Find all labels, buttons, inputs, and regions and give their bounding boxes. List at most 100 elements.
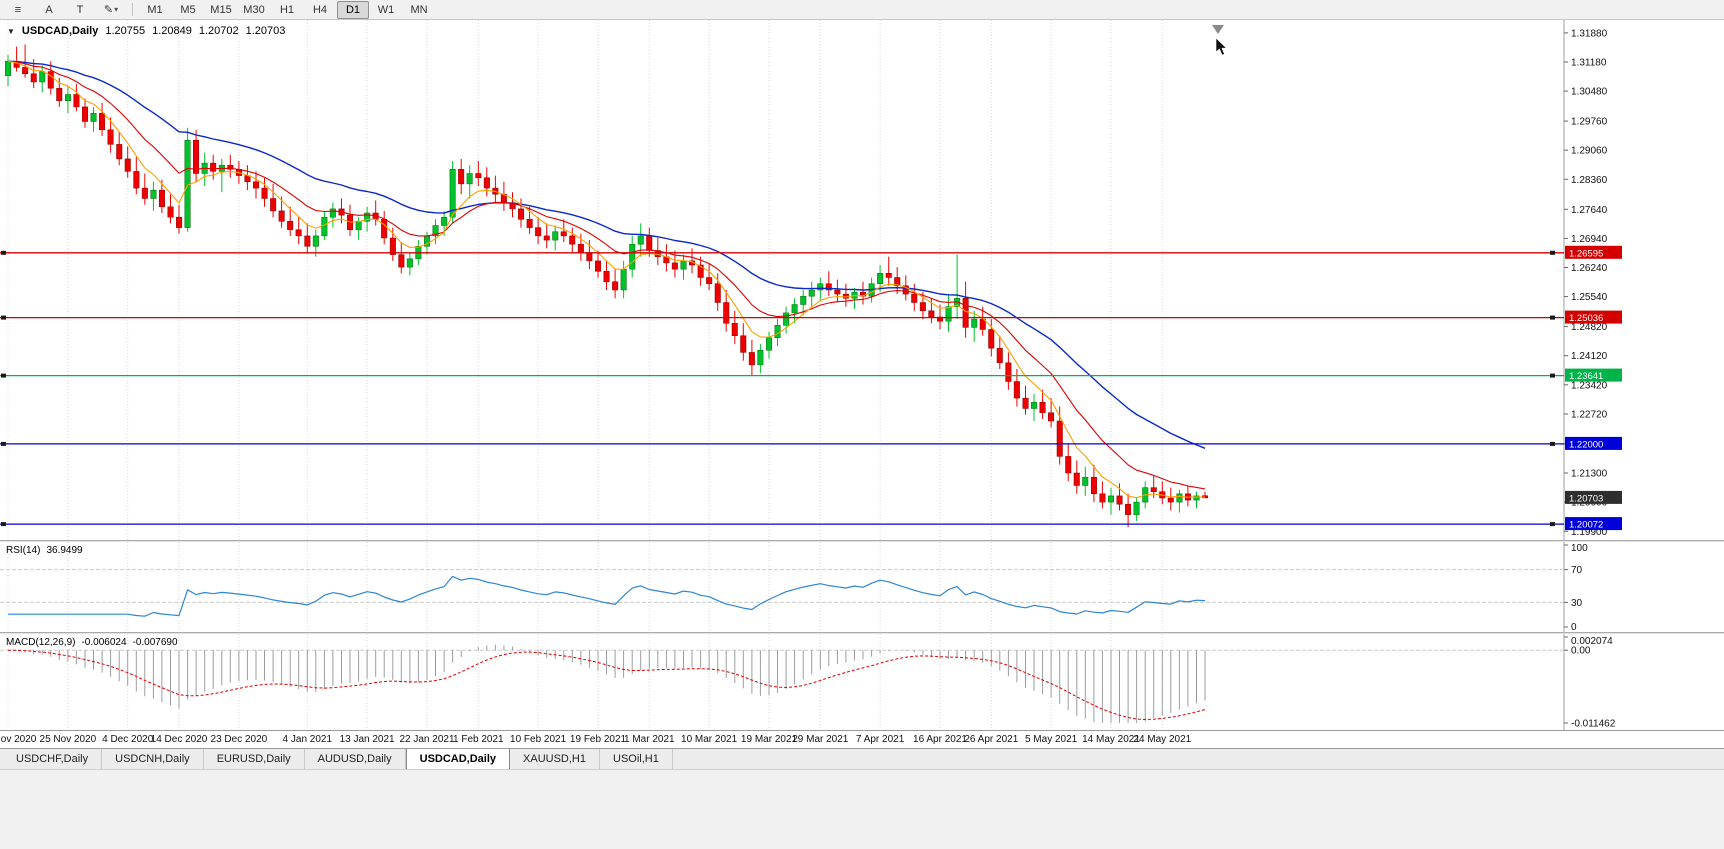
line-handle[interactable]: [1550, 522, 1555, 527]
date-label: 14 May 2021: [1082, 734, 1140, 745]
fast-ma-line: [7, 60, 1206, 499]
panel-divider[interactable]: [0, 632, 1724, 634]
svg-text:1.29760: 1.29760: [1571, 117, 1608, 128]
date-label: 4 Jan 2021: [282, 734, 333, 745]
price-chart-panel[interactable]: 1.31880 1.31180 1.30480 1.29760 1.29060 1.283…: [0, 20, 1724, 540]
timeframe-h4-button[interactable]: H4: [312, 3, 328, 16]
mouse-cursor: [1215, 37, 1228, 56]
grid-layer: [7, 20, 1565, 540]
collapse-chart-icon[interactable]: ▼: [7, 26, 15, 36]
date-label: 22 Jan 2021: [399, 734, 455, 745]
chart-tabs-bar: USDCHF,Daily USDCNH,Daily EURUSD,Daily AUDU…: [0, 748, 1724, 769]
svg-text:1.26240: 1.26240: [1571, 263, 1608, 274]
line-handle[interactable]: [1550, 373, 1555, 378]
panel-divider[interactable]: [0, 540, 1724, 542]
svg-text:30: 30: [1571, 598, 1583, 609]
font-tool-button[interactable]: A: [45, 3, 53, 16]
price-axis[interactable]: [1564, 20, 1724, 540]
timeframe-h1-button[interactable]: H1: [279, 3, 295, 16]
chart-tab-xauusd[interactable]: XAUUSD,H1: [510, 749, 600, 769]
date-label: 24 May 2021: [1133, 734, 1192, 745]
line-handle[interactable]: [1, 441, 6, 446]
chart-tab-audusd[interactable]: AUDUSD,Daily: [305, 749, 406, 769]
line-handle[interactable]: [1550, 315, 1555, 320]
price-level-badge: [1565, 368, 1622, 382]
text-tool-button[interactable]: T: [76, 3, 84, 16]
rsi-indicator-panel[interactable]: 100 70 30 0 RSI(14) 36.9499: [0, 542, 1724, 632]
svg-text:1.24820: 1.24820: [1571, 322, 1608, 333]
svg-text:1.27640: 1.27640: [1571, 205, 1608, 216]
date-label: 1 Feb 2021: [452, 734, 504, 745]
rsi-line: [8, 575, 1206, 617]
date-label: 10 Mar 2021: [681, 734, 738, 745]
date-label: 14 Dec 2020: [150, 734, 208, 745]
chart-tab-usdchf[interactable]: USDCHF,Daily: [3, 749, 103, 769]
price-level-badge: [1565, 310, 1622, 324]
charts-menu-button[interactable]: ≡: [14, 3, 22, 16]
svg-text:1.19900: 1.19900: [1571, 527, 1608, 538]
timeframe-m1-button[interactable]: M1: [147, 3, 163, 16]
macd-histogram: [16, 644, 1206, 723]
svg-text:70: 70: [1571, 565, 1583, 576]
svg-text:1.31180: 1.31180: [1571, 58, 1607, 69]
svg-text:100: 100: [1571, 543, 1588, 554]
rsi-chart[interactable]: 100 70 30 0: [0, 542, 1724, 632]
svg-text:1.24120: 1.24120: [1571, 351, 1608, 362]
chart-tab-usdcnh[interactable]: USDCNH,Daily: [102, 749, 204, 769]
current-price-badge: [1565, 490, 1622, 504]
chart-tab-usoil[interactable]: USOil,H1: [600, 749, 673, 769]
svg-text:0.002074: 0.002074: [1571, 636, 1613, 647]
date-label: 19 Mar 2021: [740, 734, 798, 745]
svg-text:1.26595: 1.26595: [1569, 248, 1603, 259]
date-label: 25 Nov 2020: [39, 734, 97, 745]
timeframe-w1-button[interactable]: W1: [377, 3, 395, 16]
svg-text:1.23641: 1.23641: [1569, 371, 1603, 382]
window-background: [0, 769, 1724, 849]
svg-text:1.30480: 1.30480: [1571, 87, 1608, 98]
chart-tab-eurusd[interactable]: EURUSD,Daily: [204, 749, 305, 769]
date-label: 16 Nov 2020: [0, 734, 37, 745]
svg-text:1.29060: 1.29060: [1571, 146, 1608, 157]
line-handle[interactable]: [1, 522, 6, 527]
macd-indicator-panel[interactable]: 0.002074 0.00 -0.011462 MACD(12,26,9) -0.0…: [0, 634, 1724, 730]
toolbar-separator: [132, 3, 133, 16]
chart-shift-marker[interactable]: [1212, 25, 1224, 34]
draw-tool-button[interactable]: ✎ ▾: [103, 3, 119, 16]
line-handle[interactable]: [1550, 441, 1555, 446]
timeframe-buttons-group: M1 M5 M15 M30 H1 H4 D1 W1 MN: [139, 0, 435, 19]
candlestick-chart[interactable]: 1.31880 1.31180 1.30480 1.29760 1.29060 1.283…: [0, 20, 1724, 540]
line-handle[interactable]: [1, 315, 6, 320]
timeframe-m5-button[interactable]: M5: [180, 3, 196, 16]
svg-text:1.20703: 1.20703: [1569, 493, 1603, 504]
drawing-tools-group: ≡ A T ✎ ▾: [3, 1, 126, 19]
timeframe-m15-button[interactable]: M15: [210, 3, 232, 16]
date-label: 16 Apr 2021: [913, 734, 967, 745]
date-label: 4 Dec 2020: [102, 734, 154, 745]
date-label: 19 Feb 2021: [569, 734, 627, 745]
chart-tab-usdcad[interactable]: USDCAD,Daily: [405, 749, 511, 769]
grid-layer: [7, 542, 1565, 632]
svg-text:1.28360: 1.28360: [1571, 175, 1608, 186]
svg-text:1.25036: 1.25036: [1569, 313, 1603, 324]
timeframe-mn-button[interactable]: MN: [410, 3, 428, 16]
candles-layer: [5, 44, 1209, 528]
date-label: 13 Jan 2021: [339, 734, 395, 745]
svg-text:1.26940: 1.26940: [1571, 234, 1608, 245]
date-label: 1 Mar 2021: [624, 734, 675, 745]
slow-ma-line: [7, 60, 1206, 449]
svg-text:1.20072: 1.20072: [1569, 520, 1603, 531]
timeframe-d1-button[interactable]: D1: [337, 0, 369, 19]
line-handle[interactable]: [1, 373, 6, 378]
price-level-badge: [1565, 517, 1622, 531]
date-label: 29 Mar 2021: [792, 734, 849, 745]
price-level-badge: [1565, 436, 1622, 450]
svg-text:1.22720: 1.22720: [1571, 410, 1608, 421]
timeframe-m30-button[interactable]: M30: [243, 3, 265, 16]
line-handle[interactable]: [1550, 250, 1555, 255]
dropdown-caret-icon: ▾: [114, 4, 119, 14]
line-handle[interactable]: [1, 250, 6, 255]
svg-text:0.00: 0.00: [1571, 646, 1591, 657]
date-label: 26 Apr 2021: [964, 734, 1019, 745]
